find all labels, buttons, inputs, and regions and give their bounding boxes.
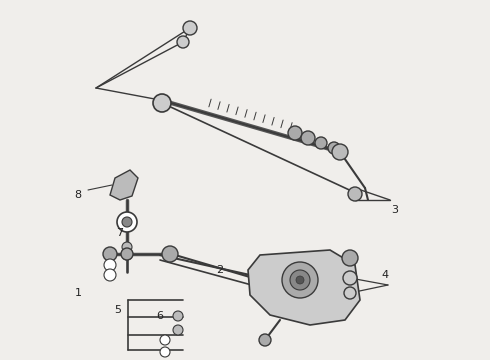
Polygon shape	[248, 250, 360, 325]
Circle shape	[344, 287, 356, 299]
Circle shape	[183, 21, 197, 35]
Circle shape	[103, 247, 117, 261]
Circle shape	[301, 131, 315, 145]
Circle shape	[173, 311, 183, 321]
Text: 3: 3	[392, 205, 398, 215]
Circle shape	[173, 325, 183, 335]
Circle shape	[282, 262, 318, 298]
Circle shape	[177, 36, 189, 48]
Circle shape	[117, 212, 137, 232]
Text: 1: 1	[74, 288, 81, 298]
Polygon shape	[110, 170, 138, 200]
Circle shape	[160, 347, 170, 357]
Text: 8: 8	[74, 190, 81, 200]
Circle shape	[328, 142, 340, 154]
Text: 5: 5	[115, 305, 122, 315]
Circle shape	[288, 126, 302, 140]
Circle shape	[342, 250, 358, 266]
Circle shape	[122, 242, 132, 252]
Circle shape	[343, 271, 357, 285]
Circle shape	[296, 276, 304, 284]
Circle shape	[122, 250, 132, 260]
Circle shape	[153, 94, 171, 112]
Circle shape	[348, 187, 362, 201]
Text: 4: 4	[381, 270, 389, 280]
Circle shape	[104, 259, 116, 271]
Circle shape	[332, 144, 348, 160]
Circle shape	[121, 248, 133, 260]
Circle shape	[290, 270, 310, 290]
Circle shape	[315, 137, 327, 149]
Circle shape	[160, 335, 170, 345]
Text: 6: 6	[156, 311, 164, 321]
Circle shape	[162, 246, 178, 262]
Circle shape	[288, 278, 302, 292]
Circle shape	[259, 334, 271, 346]
Text: 7: 7	[117, 228, 123, 238]
Circle shape	[104, 269, 116, 281]
Circle shape	[122, 217, 132, 227]
Text: 2: 2	[217, 265, 223, 275]
